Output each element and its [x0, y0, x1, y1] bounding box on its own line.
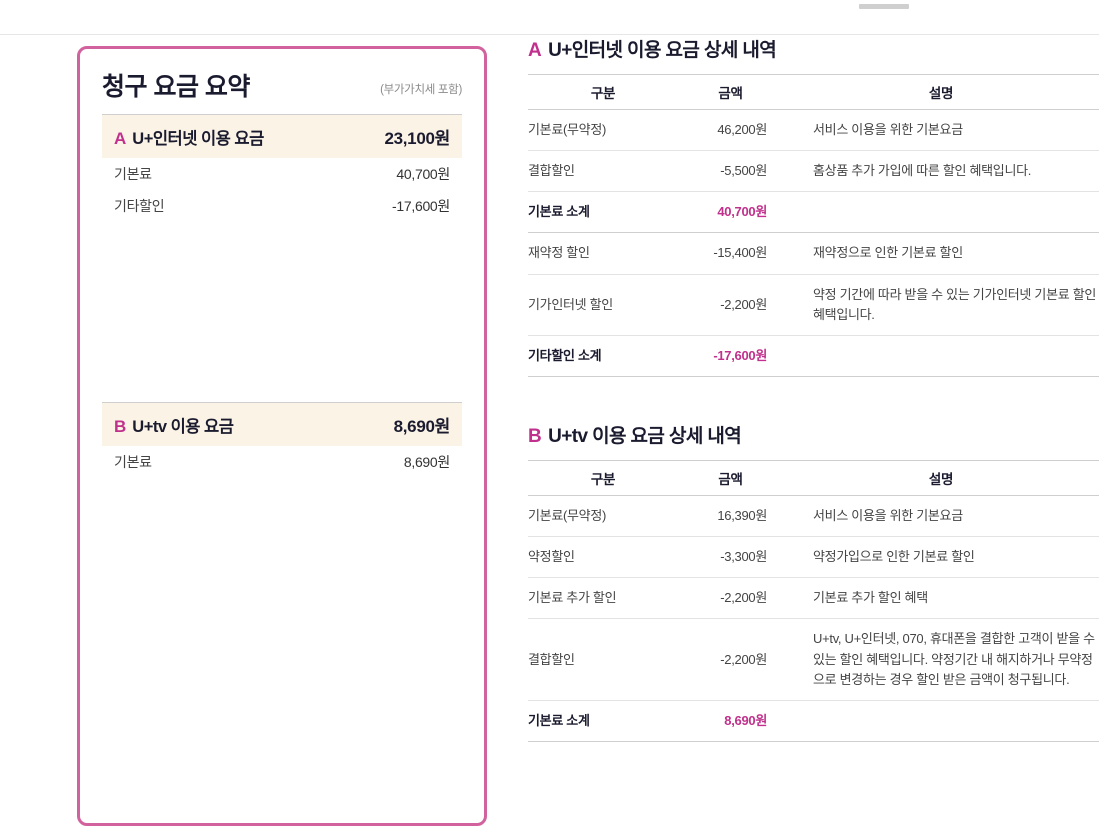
- cell-amount: 8,690원: [678, 700, 783, 742]
- cell-amount: -17,600원: [678, 335, 783, 377]
- detail-section-gap: [528, 377, 1099, 421]
- cell-description: [783, 191, 1099, 234]
- cell-amount: -2,200원: [678, 577, 783, 620]
- table-row: 기가인터넷 할인 -2,200원 약정 기간에 따라 받을 수 있는 기가인터넷…: [528, 274, 1099, 336]
- detail-table-a: 구분 금액 설명 기본료(무약정) 46,200원 서비스 이용을 위한 기본요…: [528, 74, 1099, 377]
- detail-table-b: 구분 금액 설명 기본료(무약정) 16,390원 서비스 이용을 위한 기본요…: [528, 459, 1099, 742]
- cell-category: 재약정 할인: [528, 232, 678, 275]
- cell-description: 약정가입으로 인한 기본료 할인: [783, 536, 1099, 579]
- list-item: 기본료 40,700원: [114, 158, 450, 190]
- table-row: 기본료(무약정) 46,200원 서비스 이용을 위한 기본요금: [528, 109, 1099, 152]
- table-header-row: 구분 금액 설명: [528, 74, 1099, 110]
- summary-spacer: [102, 222, 462, 402]
- cell-description: 재약정으로 인한 기본료 할인: [783, 232, 1099, 275]
- cell-amount: -3,300원: [678, 536, 783, 579]
- cell-description: [783, 335, 1099, 377]
- line-value: -17,600원: [392, 198, 450, 214]
- cell-amount: 16,390원: [678, 495, 783, 538]
- detail-block-b: B U+tv 이용 요금 상세 내역 구분 금액 설명 기본료(무약정) 16,…: [528, 421, 1099, 742]
- summary-group-b-header: B U+tv 이용 요금 8,690원: [102, 403, 462, 446]
- summary-group-divider: [102, 402, 462, 403]
- list-item: 기본료 8,690원: [114, 446, 450, 478]
- cell-description: U+tv, U+인터넷, 070, 휴대폰을 결합한 고객이 받을 수 있는 할…: [783, 618, 1099, 701]
- summary-group-a-rows: 기본료 40,700원 기타할인 -17,600원: [102, 158, 462, 222]
- detail-badge-a: A: [528, 40, 542, 61]
- group-badge-a: A: [114, 128, 127, 148]
- summary-group-b-rows: 기본료 8,690원: [102, 446, 462, 478]
- group-amount-b: 8,690원: [393, 417, 451, 436]
- group-badge-b: B: [114, 416, 127, 436]
- column-header-category: 구분: [528, 74, 678, 110]
- cell-description: 홈상품 추가 가입에 따른 할인 혜택입니다.: [783, 150, 1099, 193]
- summary-group-a-header: A U+인터넷 이용 요금 23,100원: [102, 115, 462, 158]
- table-row: 기본료 추가 할인 -2,200원 기본료 추가 할인 혜택: [528, 577, 1099, 620]
- vat-included-note: (부가가치세 포함): [380, 84, 462, 96]
- group-name-b: U+tv 이용 요금: [132, 417, 234, 436]
- top-scroll-stub: [859, 4, 909, 9]
- cell-amount: -15,400원: [678, 232, 783, 275]
- billing-summary-card: 청구 요금 요약 (부가가치세 포함) A U+인터넷 이용 요금 23,100…: [77, 46, 487, 826]
- cell-category: 기본료 소계: [528, 191, 678, 234]
- column-header-description: 설명: [783, 74, 1099, 110]
- summary-group-b: B U+tv 이용 요금 8,690원 기본료 8,690원: [102, 403, 462, 478]
- cell-category: 기본료(무약정): [528, 109, 678, 152]
- cell-description: 서비스 이용을 위한 기본요금: [783, 495, 1099, 538]
- cell-category: 기가인터넷 할인: [528, 274, 678, 336]
- column-header-amount: 금액: [678, 459, 783, 496]
- column-header-category: 구분: [528, 459, 678, 496]
- cell-amount: -2,200원: [678, 618, 783, 701]
- line-label: 기본료: [114, 454, 152, 470]
- cell-description: 기본료 추가 할인 혜택: [783, 577, 1099, 620]
- cell-amount: -5,500원: [678, 150, 783, 193]
- cell-category: 기본료(무약정): [528, 495, 678, 538]
- table-row-subtotal: 기타할인 소계 -17,600원: [528, 335, 1099, 377]
- cell-category: 기타할인 소계: [528, 335, 678, 377]
- table-row-subtotal: 기본료 소계 40,700원: [528, 191, 1099, 234]
- table-header-row: 구분 금액 설명: [528, 459, 1099, 496]
- cell-amount: -2,200원: [678, 274, 783, 336]
- billing-page: 청구 요금 요약 (부가가치세 포함) A U+인터넷 이용 요금 23,100…: [0, 35, 1099, 826]
- table-row: 기본료(무약정) 16,390원 서비스 이용을 위한 기본요금: [528, 495, 1099, 538]
- line-value: 8,690원: [403, 454, 450, 470]
- cell-category: 기본료 추가 할인: [528, 577, 678, 620]
- table-row: 재약정 할인 -15,400원 재약정으로 인한 기본료 할인: [528, 232, 1099, 275]
- group-amount-a: 23,100원: [384, 129, 450, 148]
- header-divider: [0, 34, 1099, 35]
- cell-category: 결합할인: [528, 618, 678, 701]
- detail-title-text-b: U+tv 이용 요금 상세 내역: [548, 425, 742, 447]
- detail-badge-b: B: [528, 425, 542, 447]
- detail-sections: A U+인터넷 이용 요금 상세 내역 구분 금액 설명 기본료(무약정) 46…: [528, 35, 1099, 742]
- cell-category: 기본료 소계: [528, 700, 678, 742]
- detail-title-a: A U+인터넷 이용 요금 상세 내역: [528, 35, 1099, 62]
- column-header-description: 설명: [783, 459, 1099, 496]
- cell-category: 결합할인: [528, 150, 678, 193]
- line-value: 40,700원: [396, 166, 450, 182]
- table-row: 약정할인 -3,300원 약정가입으로 인한 기본료 할인: [528, 536, 1099, 579]
- cell-amount: 46,200원: [678, 109, 783, 152]
- page-title: 청구 요금 요약: [102, 73, 250, 101]
- cell-description: 서비스 이용을 위한 기본요금: [783, 109, 1099, 152]
- cell-description: 약정 기간에 따라 받을 수 있는 기가인터넷 기본료 할인 혜택입니다.: [783, 274, 1099, 336]
- line-label: 기타할인: [114, 198, 165, 214]
- table-row-subtotal: 기본료 소계 8,690원: [528, 700, 1099, 742]
- detail-title-b: B U+tv 이용 요금 상세 내역: [528, 421, 1099, 448]
- table-row: 결합할인 -2,200원 U+tv, U+인터넷, 070, 휴대폰을 결합한 …: [528, 618, 1099, 701]
- detail-title-text-a: U+인터넷 이용 요금 상세 내역: [548, 40, 777, 61]
- summary-card-header: 청구 요금 요약 (부가가치세 포함): [102, 49, 462, 115]
- list-item: 기타할인 -17,600원: [114, 190, 450, 222]
- column-header-amount: 금액: [678, 74, 783, 110]
- detail-block-a: A U+인터넷 이용 요금 상세 내역 구분 금액 설명 기본료(무약정) 46…: [528, 35, 1099, 377]
- table-row: 결합할인 -5,500원 홈상품 추가 가입에 따른 할인 혜택입니다.: [528, 150, 1099, 193]
- cell-description: [783, 700, 1099, 742]
- summary-group-a: A U+인터넷 이용 요금 23,100원 기본료 40,700원 기타할인 -…: [102, 115, 462, 222]
- cell-amount: 40,700원: [678, 191, 783, 234]
- cell-category: 약정할인: [528, 536, 678, 579]
- group-name-a: U+인터넷 이용 요금: [132, 129, 264, 148]
- line-label: 기본료: [114, 166, 152, 182]
